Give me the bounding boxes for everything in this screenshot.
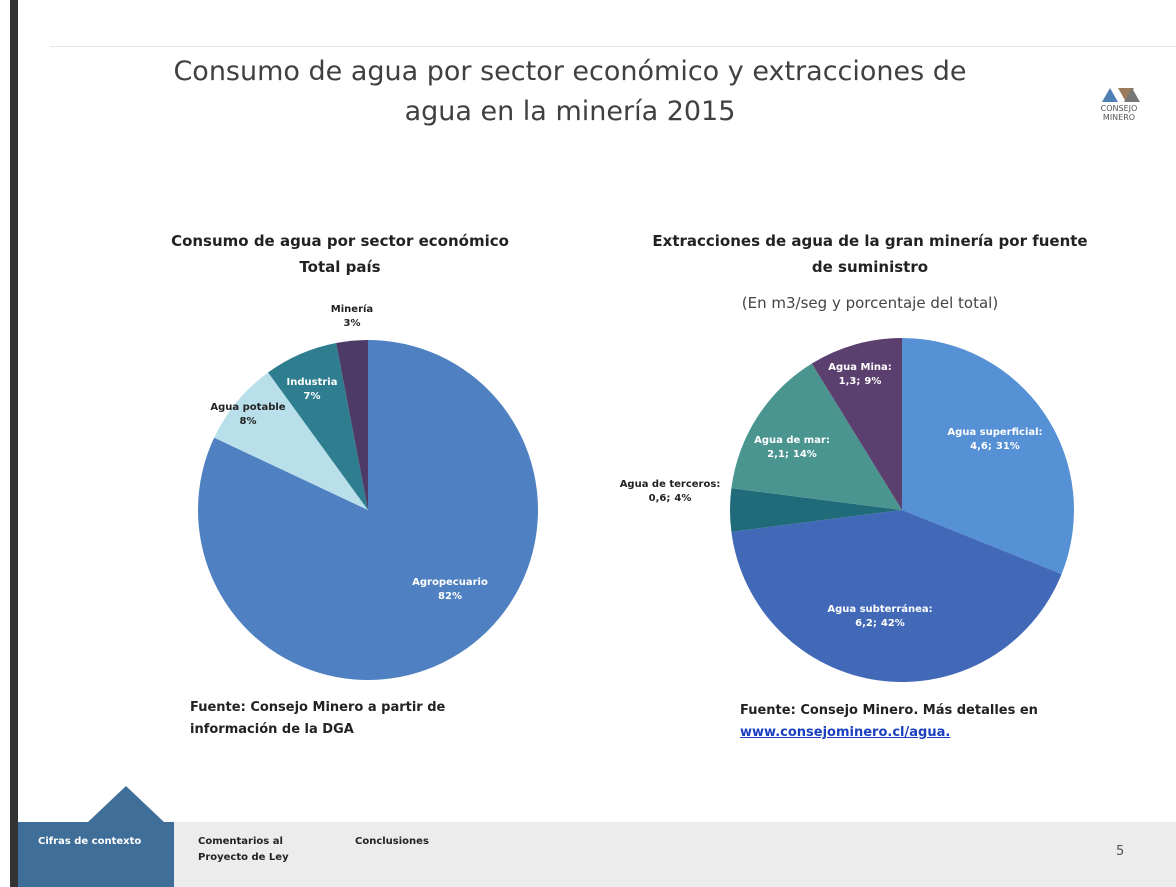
pie-slice [902, 338, 1074, 575]
logo-text: CONSEJO MINERO [1092, 104, 1146, 122]
slice-share: 31% [996, 441, 1020, 452]
slice-value: 8% [240, 416, 257, 427]
source-line: Fuente: Consejo Minero a partir de [190, 700, 446, 715]
slice-category: Minería [331, 303, 373, 315]
footer-band [18, 822, 1176, 887]
slice-category: Agua de mar: [754, 435, 830, 446]
slice-value: 1,3; [839, 376, 861, 387]
slice-value: 0,6; [649, 493, 671, 504]
slice-label: Agua de mar: 2,1; 14% [754, 435, 830, 460]
slice-share: 42% [881, 618, 905, 629]
slice-value: 7% [304, 391, 321, 402]
slide-title: Consumo de agua por sector económico y e… [173, 56, 967, 127]
nav-item[interactable]: Cifras de contexto [38, 836, 142, 847]
slice-share: 4% [674, 493, 691, 504]
pie-slice [730, 488, 902, 532]
slice-category: Agua superficial: [947, 427, 1042, 438]
nav-item[interactable]: Comentarios al Proyecto de Ley [198, 836, 289, 863]
source-line: Fuente: Consejo Minero. Más detalles en [740, 703, 1038, 718]
slice-label: Industria 7% [287, 377, 338, 402]
nav-item[interactable]: Conclusiones [355, 836, 429, 847]
pie-slice [731, 363, 902, 510]
charts: Agropecuario 82% Agua potable 8% Industria 7%… [198, 303, 1074, 683]
source-link[interactable]: www.consejominero.cl/agua. [740, 725, 951, 740]
source-line: información de la DGA [190, 722, 354, 737]
slice-value: 2,1; [767, 449, 789, 460]
chart-subtitle: Total país [299, 258, 381, 276]
slice-label: Agropecuario 82% [412, 577, 488, 602]
pie-slice [811, 338, 902, 510]
slice-category: Agropecuario [412, 577, 488, 588]
slice-label: Agua superficial: 4,6; 31% [947, 427, 1042, 452]
slice-value: 4,6; [970, 441, 992, 452]
pie-slice [268, 343, 368, 510]
logo-mark [1102, 88, 1140, 102]
page-number: 5 [1116, 844, 1125, 859]
slice-value: 82% [438, 591, 462, 602]
slice-label: Agua Mina: 1,3; 9% [828, 362, 892, 387]
slice-label: Minería 3% [331, 303, 373, 329]
source: Fuente: Consejo Minero. Más detalles en w… [740, 700, 1038, 744]
slice-category: Agua potable [210, 402, 285, 413]
slice-label: Agua de terceros: 0,6; 4% [620, 479, 721, 504]
pie-slice [336, 340, 368, 510]
source: Fuente: Consejo Minero a partir de inform… [190, 697, 445, 741]
slice-value: 3% [344, 318, 361, 329]
slice-share: 9% [864, 376, 881, 387]
slice-value: 6,2; [855, 618, 877, 629]
pie-slice [731, 510, 1062, 683]
chart-title-text: Consumo de agua por sector económico [171, 232, 509, 250]
slice-category: Industria [287, 377, 338, 388]
logo-line: MINERO [1102, 113, 1136, 122]
slice-share: 14% [793, 449, 817, 460]
slice-category: Agua de terceros: [620, 479, 721, 490]
chart-title: Consumo de agua por sector económico Tota… [130, 228, 550, 280]
active-tab[interactable] [18, 784, 174, 887]
pie-slice [214, 372, 368, 510]
slice-label: Agua potable 8% [210, 402, 285, 427]
slice-category: Agua Mina: [828, 362, 892, 373]
slice-label: Agua subterránea: 6,2; 42% [827, 603, 932, 629]
chart-subtitle: (En m3/seg y porcentaje del total) [741, 294, 999, 312]
logo-line: CONSEJO [1100, 104, 1138, 113]
slice-category: Agua subterránea: [827, 603, 932, 615]
side-bar [10, 0, 18, 887]
chart-title: Extracciones de agua de la gran minería … [652, 232, 1088, 276]
pie-slice [198, 340, 538, 681]
top-rule [50, 46, 1176, 47]
